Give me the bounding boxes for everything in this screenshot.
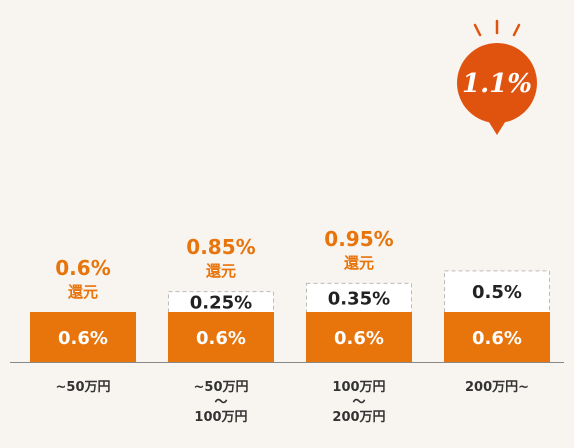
bar-base-label-3: 0.6%	[334, 328, 384, 349]
category-label-1-1: ~50万円	[56, 380, 111, 395]
bar-extra-label-2: 0.25%	[190, 293, 252, 314]
category-label-3-3: 200万円	[332, 410, 385, 425]
total-label-1: 0.6%	[55, 256, 110, 280]
bar-base-label-1: 0.6%	[58, 328, 108, 349]
bar-base-2	[168, 312, 274, 362]
highlight-ray-3	[512, 23, 521, 37]
highlight-bubble	[457, 43, 537, 123]
total-suffix-1: 還元	[68, 283, 98, 301]
bar-base-1	[30, 312, 136, 362]
category-label-3-2: 〜	[352, 395, 365, 410]
highlight-bubble-tail	[487, 119, 507, 135]
bar-base-3	[306, 312, 412, 362]
bar-base-label-4: 0.6%	[472, 328, 522, 349]
total-label-2: 0.85%	[186, 235, 255, 259]
total-label-3: 0.95%	[324, 227, 393, 251]
bar-extra-3	[306, 282, 412, 314]
bar-extra-4	[444, 270, 550, 314]
category-label-4-1: 200万円~	[465, 380, 529, 395]
bar-base-4	[444, 312, 550, 362]
category-label-3-1: 100万円	[332, 380, 385, 395]
bar-extra-label-3: 0.35%	[328, 288, 390, 309]
category-label-2-1: ~50万円	[194, 380, 249, 395]
total-label-4: 1.1%	[462, 69, 532, 99]
category-label-2-2: 〜	[214, 395, 227, 410]
bar-extra-label-4: 0.5%	[472, 282, 522, 303]
total-suffix-3: 還元	[344, 254, 374, 272]
category-label-2-3: 100万円	[194, 410, 247, 425]
highlight-ray-1	[473, 23, 482, 37]
total-suffix-2: 還元	[206, 262, 236, 280]
bar-base-label-2: 0.6%	[196, 328, 246, 349]
